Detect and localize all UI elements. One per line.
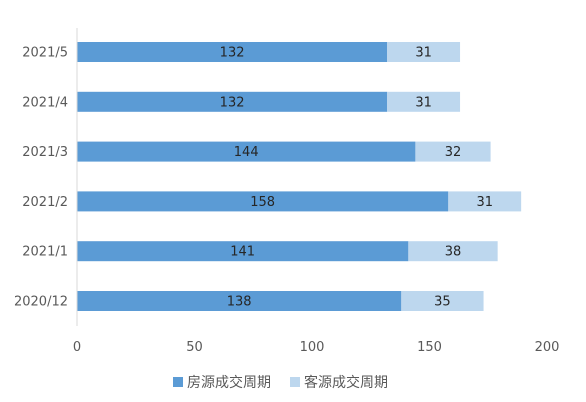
data-label: 141 bbox=[230, 245, 255, 260]
x-tick-label: 150 bbox=[417, 340, 442, 355]
y-tick-label: 2020/12 bbox=[14, 295, 68, 310]
bar-segment-1 bbox=[77, 42, 388, 62]
bar-segment-2 bbox=[415, 141, 491, 162]
data-label: 138 bbox=[227, 295, 252, 310]
bar-segment-2 bbox=[401, 291, 484, 311]
data-label: 31 bbox=[415, 46, 432, 61]
y-tick-label: 2021/3 bbox=[22, 145, 68, 160]
data-label: 38 bbox=[445, 245, 462, 260]
bar-segment-1 bbox=[77, 291, 402, 311]
data-label: 132 bbox=[220, 95, 245, 110]
y-tick-label: 2021/4 bbox=[22, 95, 68, 110]
x-tick-label: 200 bbox=[535, 340, 560, 355]
bar-segment-1 bbox=[77, 91, 388, 112]
x-tick-label: 50 bbox=[186, 340, 203, 355]
y-tick-labels: 2021/5 2021/4 2021/3 2021/2 2021/1 2020/12 bbox=[14, 46, 68, 310]
bar-segment-1 bbox=[77, 191, 449, 212]
data-label: 158 bbox=[250, 195, 275, 210]
x-tick-label: 100 bbox=[300, 340, 325, 355]
data-label: 144 bbox=[234, 145, 259, 160]
bar-segment-1 bbox=[77, 141, 416, 162]
y-tick-label: 2021/1 bbox=[22, 245, 68, 260]
bar-segment-2 bbox=[448, 191, 522, 212]
legend-swatch bbox=[290, 377, 300, 387]
y-tick-label: 2021/5 bbox=[22, 46, 68, 61]
legend-item-1: 房源成交周期 bbox=[173, 374, 271, 391]
legend-swatch bbox=[173, 377, 183, 387]
data-label: 132 bbox=[220, 46, 245, 61]
y-tick-label: 2021/2 bbox=[22, 195, 68, 210]
legend-item-2: 客源成交周期 bbox=[290, 374, 388, 391]
legend: 房源成交周期 客源成交周期 bbox=[173, 374, 388, 391]
bar-labels-layer: 132 31 132 31 144 32 158 31 141 38 138 35 bbox=[220, 46, 493, 310]
bar-segment-1 bbox=[77, 241, 409, 262]
bar-segment-2 bbox=[387, 42, 461, 62]
data-label: 35 bbox=[434, 295, 451, 310]
data-label: 32 bbox=[445, 145, 462, 160]
legend-label: 客源成交周期 bbox=[304, 374, 388, 391]
bars-layer bbox=[77, 42, 522, 311]
x-tick-labels: 0 50 100 150 200 bbox=[73, 340, 560, 355]
data-label: 31 bbox=[415, 95, 432, 110]
bar-segment-2 bbox=[408, 241, 498, 262]
bar-segment-2 bbox=[387, 91, 461, 112]
legend-label: 房源成交周期 bbox=[187, 374, 271, 391]
data-label: 31 bbox=[476, 195, 493, 210]
x-tick-label: 0 bbox=[73, 340, 81, 355]
